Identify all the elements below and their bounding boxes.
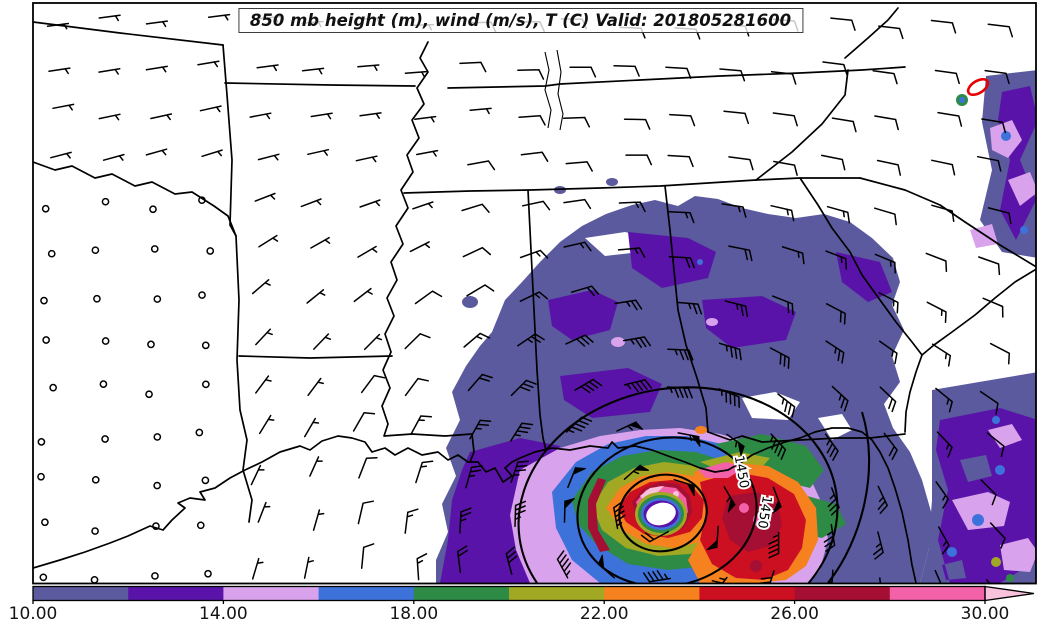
colorbar-tick-label: 18.00 bbox=[389, 604, 439, 624]
colorbar-tick-label: 22.00 bbox=[579, 604, 629, 624]
wind-barbs bbox=[37, 13, 1014, 584]
height-contour-label: 1450 bbox=[754, 494, 774, 529]
colorbar-tick-label: 26.00 bbox=[770, 604, 819, 624]
colorbar bbox=[32, 585, 1035, 604]
colorbar-tick-label: 14.00 bbox=[199, 604, 248, 624]
colorbar-tick-label: 30.00 bbox=[960, 604, 1010, 624]
map-frame bbox=[32, 2, 1037, 585]
colorbar-tick-label: 10.00 bbox=[8, 604, 58, 624]
temperature-fill-field bbox=[436, 70, 1036, 583]
height-contours bbox=[517, 386, 871, 584]
red-annotation-contour bbox=[966, 77, 990, 97]
state-boundaries bbox=[33, 7, 1036, 584]
plot-title: 850 mb height (m), wind (m/s), T (C) Val… bbox=[237, 8, 804, 33]
plot-title-text: 850 mb height (m), wind (m/s), T (C) Val… bbox=[249, 11, 792, 30]
